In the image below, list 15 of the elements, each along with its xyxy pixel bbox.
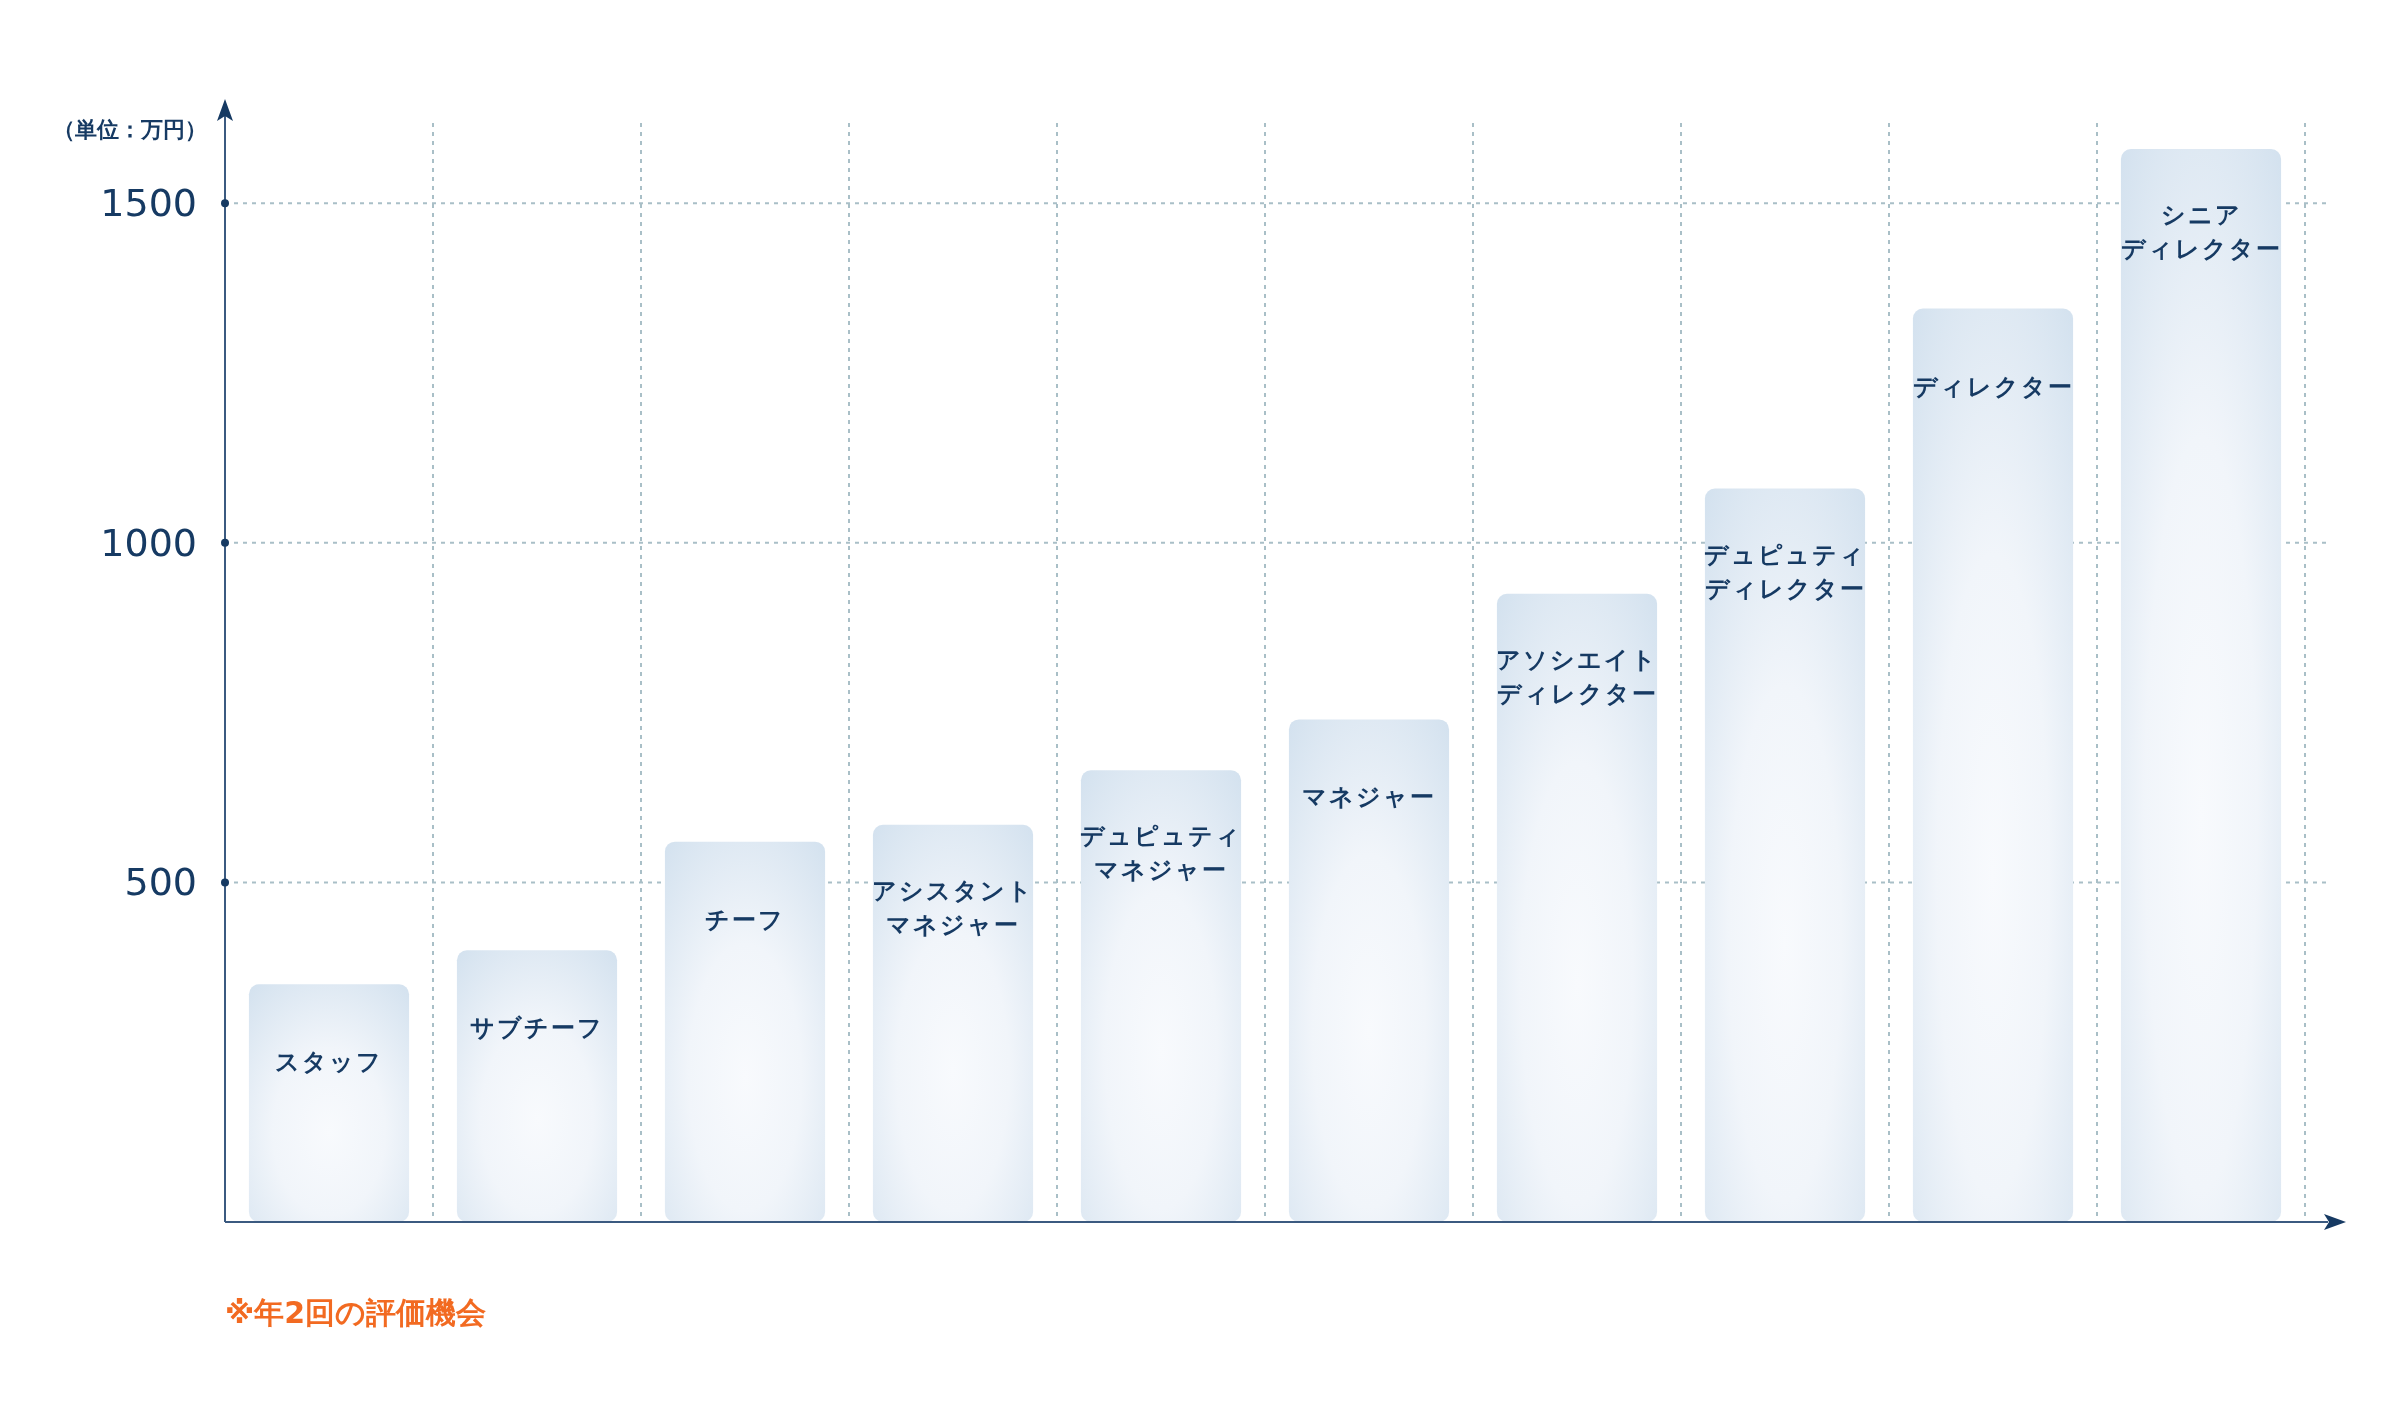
y-axis-title: （単位：万円） bbox=[53, 116, 207, 142]
x-tick-label: アシスタントマネジャー bbox=[872, 876, 1034, 939]
x-tick-label: ディレクター bbox=[1912, 372, 2074, 401]
text: ※年2回の評価機会 bbox=[225, 1294, 487, 1330]
x-tick-label: シニアディレクター bbox=[2120, 200, 2282, 263]
x-tick-label: マネジャー bbox=[1302, 783, 1436, 812]
x-tick-label: アソシエイトディレクター bbox=[1496, 645, 1658, 708]
x-tick-label: サブチーフ bbox=[470, 1014, 604, 1043]
y-tick-label: 1000 bbox=[100, 520, 197, 565]
x-tick-label: チーフ bbox=[705, 905, 785, 934]
x-tick-label: デュピュティマネジャー bbox=[1080, 822, 1242, 885]
y-tick-label: 500 bbox=[124, 860, 197, 905]
y-tick-label: 1500 bbox=[100, 181, 197, 226]
x-tick-label: デュピュティディレクター bbox=[1704, 540, 1866, 603]
x-tick-label: スタッフ bbox=[275, 1048, 383, 1077]
